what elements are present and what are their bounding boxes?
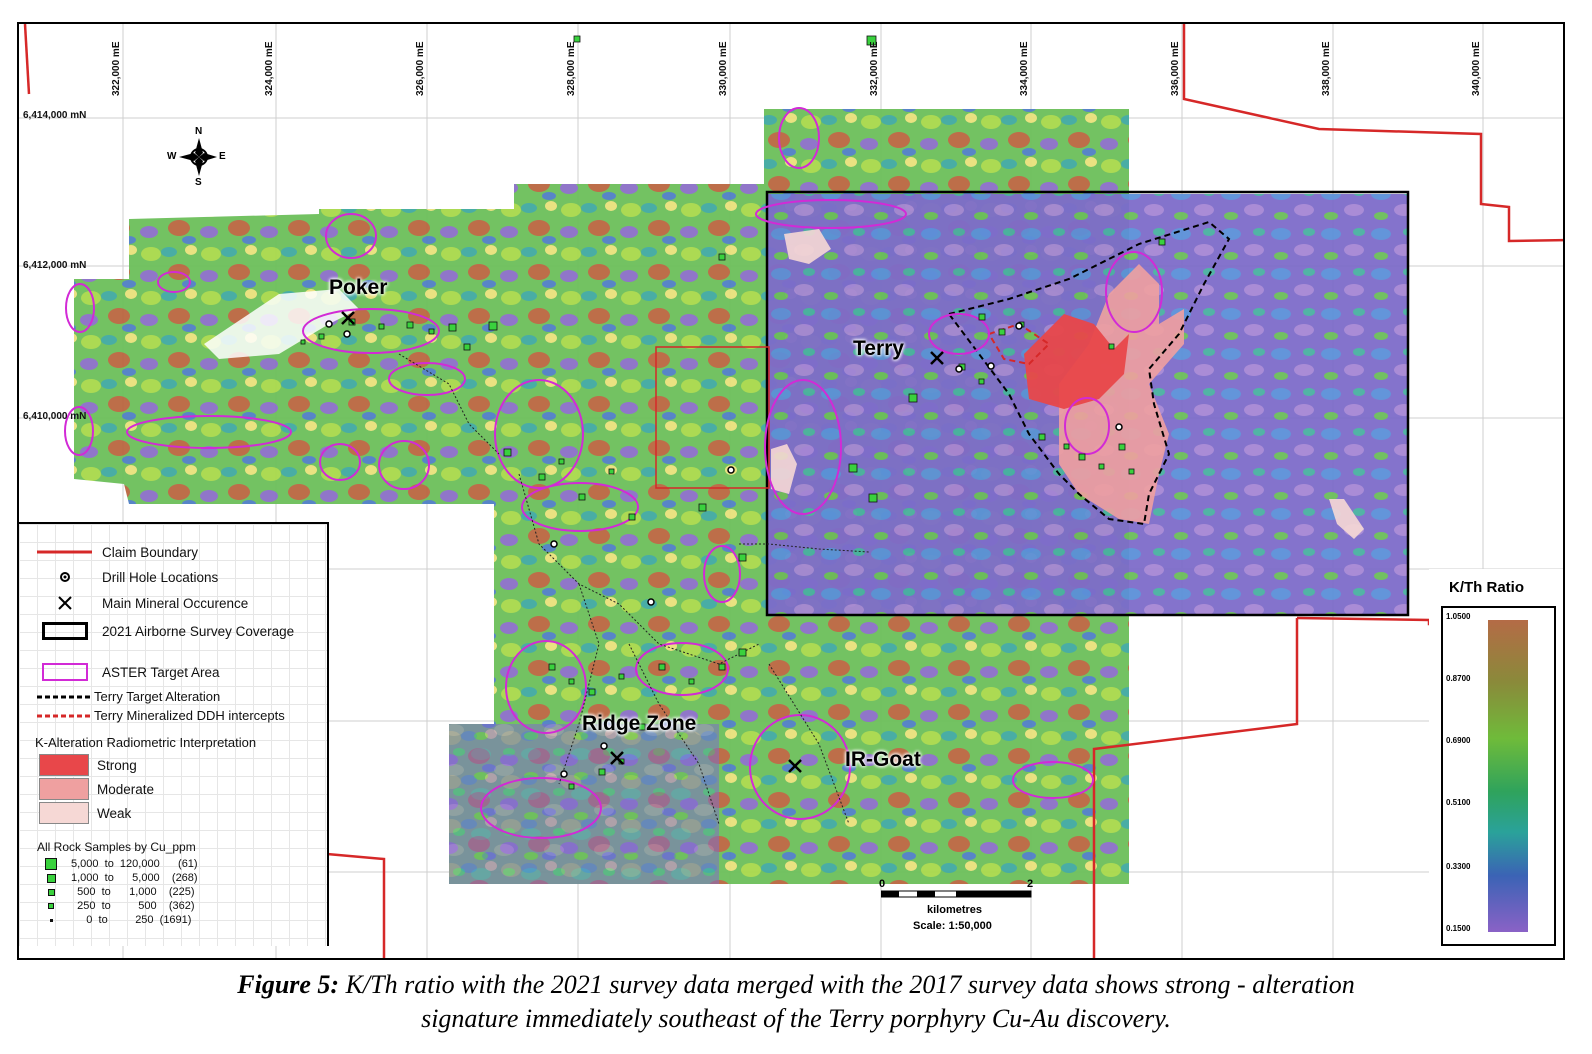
legend-terry-alt-label: Terry Target Alteration	[94, 689, 221, 704]
k-alteration-weak-2	[784, 229, 831, 264]
terry-target-alteration	[947, 220, 1231, 526]
label-poker: Poker	[329, 276, 388, 299]
legend-strong-label: Strong	[97, 757, 137, 773]
legend-sample-row: 250 to 500 (362)	[39, 900, 195, 912]
compass-rose-icon	[179, 138, 217, 176]
drill-hole-icon	[59, 572, 70, 582]
caption-figure-number: Figure 5:	[237, 970, 340, 999]
drill-hole-locations	[325, 320, 1123, 778]
legend-terry-alteration: Terry Target Alteration	[37, 689, 220, 704]
legend-drill-holes: Drill Hole Locations	[37, 568, 218, 586]
legend-sample-row: 0 to 250 (1691)	[39, 914, 191, 926]
legend-sample-row: 1,000 to 5,000 (268)	[39, 872, 198, 884]
k-alteration-weak-3	[1329, 499, 1364, 539]
scale-unit: kilometres	[927, 904, 983, 916]
legend-claim-label: Claim Boundary	[102, 544, 199, 560]
compass-e: E	[219, 151, 226, 162]
terry-ddh-intercepts	[987, 322, 1051, 366]
scale-bar: 0 2 kilometres Scale: 1:50,000	[877, 878, 1047, 936]
northing-label: 6,414,000 mN	[23, 110, 87, 121]
legend-drill-label: Drill Hole Locations	[102, 569, 219, 585]
k-alteration-strong	[1024, 314, 1129, 409]
caption-line-2: signature immediately southeast of the T…	[421, 1004, 1171, 1033]
easting-label: 330,000 mE	[718, 41, 729, 97]
easting-label: 336,000 mE	[1170, 41, 1181, 97]
rock-samples	[300, 35, 1166, 790]
label-ir-goat: IR-Goat	[845, 748, 921, 771]
caption-line-1: K/Th ratio with the 2021 survey data mer…	[339, 970, 1355, 999]
survey-data-south	[449, 724, 719, 884]
scale-ratio: Scale: 1:50,000	[913, 920, 992, 932]
northing-label: 6,410,000 mN	[23, 411, 87, 422]
colorbar-gradient	[1488, 620, 1528, 932]
northing-label: 6,412,000 mN	[23, 260, 87, 271]
pick-hammer-icon	[57, 596, 72, 610]
legend-moderate: Moderate	[39, 778, 154, 800]
label-ridge-zone: Ridge Zone	[582, 712, 697, 735]
colorbar-tick: 0.3300	[1446, 862, 1471, 871]
compass-w: W	[167, 151, 177, 162]
legend-weak: Weak	[39, 802, 131, 824]
legend-terry-ddh: Terry Mineralized DDH intercepts	[37, 708, 285, 723]
colorbar-tick: 0.1500	[1446, 924, 1471, 933]
scale-zero: 0	[879, 878, 886, 890]
colorbar-tick: 0.5100	[1446, 798, 1471, 807]
poker-gap	[204, 289, 359, 359]
map-legend: Claim Boundary Drill Hole Locations Main…	[19, 522, 329, 946]
easting-label: 332,000 mE	[869, 41, 880, 97]
legend-terry-ddh-label: Terry Mineralized DDH intercepts	[94, 708, 285, 723]
easting-label: 322,000 mE	[111, 41, 122, 97]
figure-caption: Figure 5: K/Th ratio with the 2021 surve…	[0, 968, 1592, 1036]
colorbar-tick: 0.8700	[1446, 674, 1471, 683]
easting-label: 334,000 mE	[1019, 41, 1030, 97]
legend-moderate-label: Moderate	[97, 781, 155, 797]
legend-claim-boundary: Claim Boundary	[37, 543, 198, 561]
survey-coverage-box	[765, 190, 1410, 617]
legend-survey-coverage: 2021 Airborne Survey Coverage	[37, 622, 294, 640]
legend-aster: ASTER Target Area	[37, 663, 220, 681]
kth-ratio-map	[19, 24, 1563, 958]
compass-n: N	[195, 126, 203, 137]
k-alteration-moderate	[1059, 264, 1184, 524]
easting-label: 326,000 mE	[415, 41, 426, 97]
easting-label: 340,000 mE	[1471, 41, 1482, 97]
legend-survey-label: 2021 Airborne Survey Coverage	[102, 623, 295, 639]
legend-k-alteration-title: K-Alteration Radiometric Interpretation	[35, 735, 257, 750]
easting-label: 328,000 mE	[566, 41, 577, 97]
colorbar-title: K/Th Ratio	[1449, 579, 1524, 596]
k-alteration-weak	[771, 444, 797, 494]
colorbar-tick: 1.0500	[1446, 612, 1471, 621]
legend-rock-samples-title: All Rock Samples by Cu_ppm	[37, 840, 196, 854]
easting-label: 338,000 mE	[1321, 41, 1332, 97]
aster-target-areas	[64, 107, 1163, 839]
compass-s: S	[195, 177, 202, 188]
legend-aster-label: ASTER Target Area	[102, 664, 220, 680]
colorbar-tick: 0.6900	[1446, 736, 1471, 745]
legend-sample-row: 5,000 to 120,000 (61)	[39, 858, 198, 870]
main-mineral-occurrences	[341, 311, 944, 773]
legend-sample-row: 500 to 1,000 (225)	[39, 886, 195, 898]
legend-weak-label: Weak	[97, 805, 132, 821]
map-frame: 322,000 mE 324,000 mE 326,000 mE 328,000…	[17, 22, 1565, 960]
legend-main-mineral: Main Mineral Occurence	[37, 594, 248, 612]
claim-boundary	[23, 24, 1563, 958]
label-terry: Terry	[853, 337, 904, 360]
scale-two: 2	[1027, 878, 1034, 890]
kth-ratio-colorbar: K/Th Ratio 1.0500 0.8700 0.6900 0.5100 0…	[1429, 569, 1563, 958]
legend-mineral-label: Main Mineral Occurence	[102, 595, 249, 611]
legend-strong: Strong	[39, 754, 137, 776]
easting-label: 324,000 mE	[264, 41, 275, 97]
north-arrow: N W E S	[167, 126, 239, 206]
